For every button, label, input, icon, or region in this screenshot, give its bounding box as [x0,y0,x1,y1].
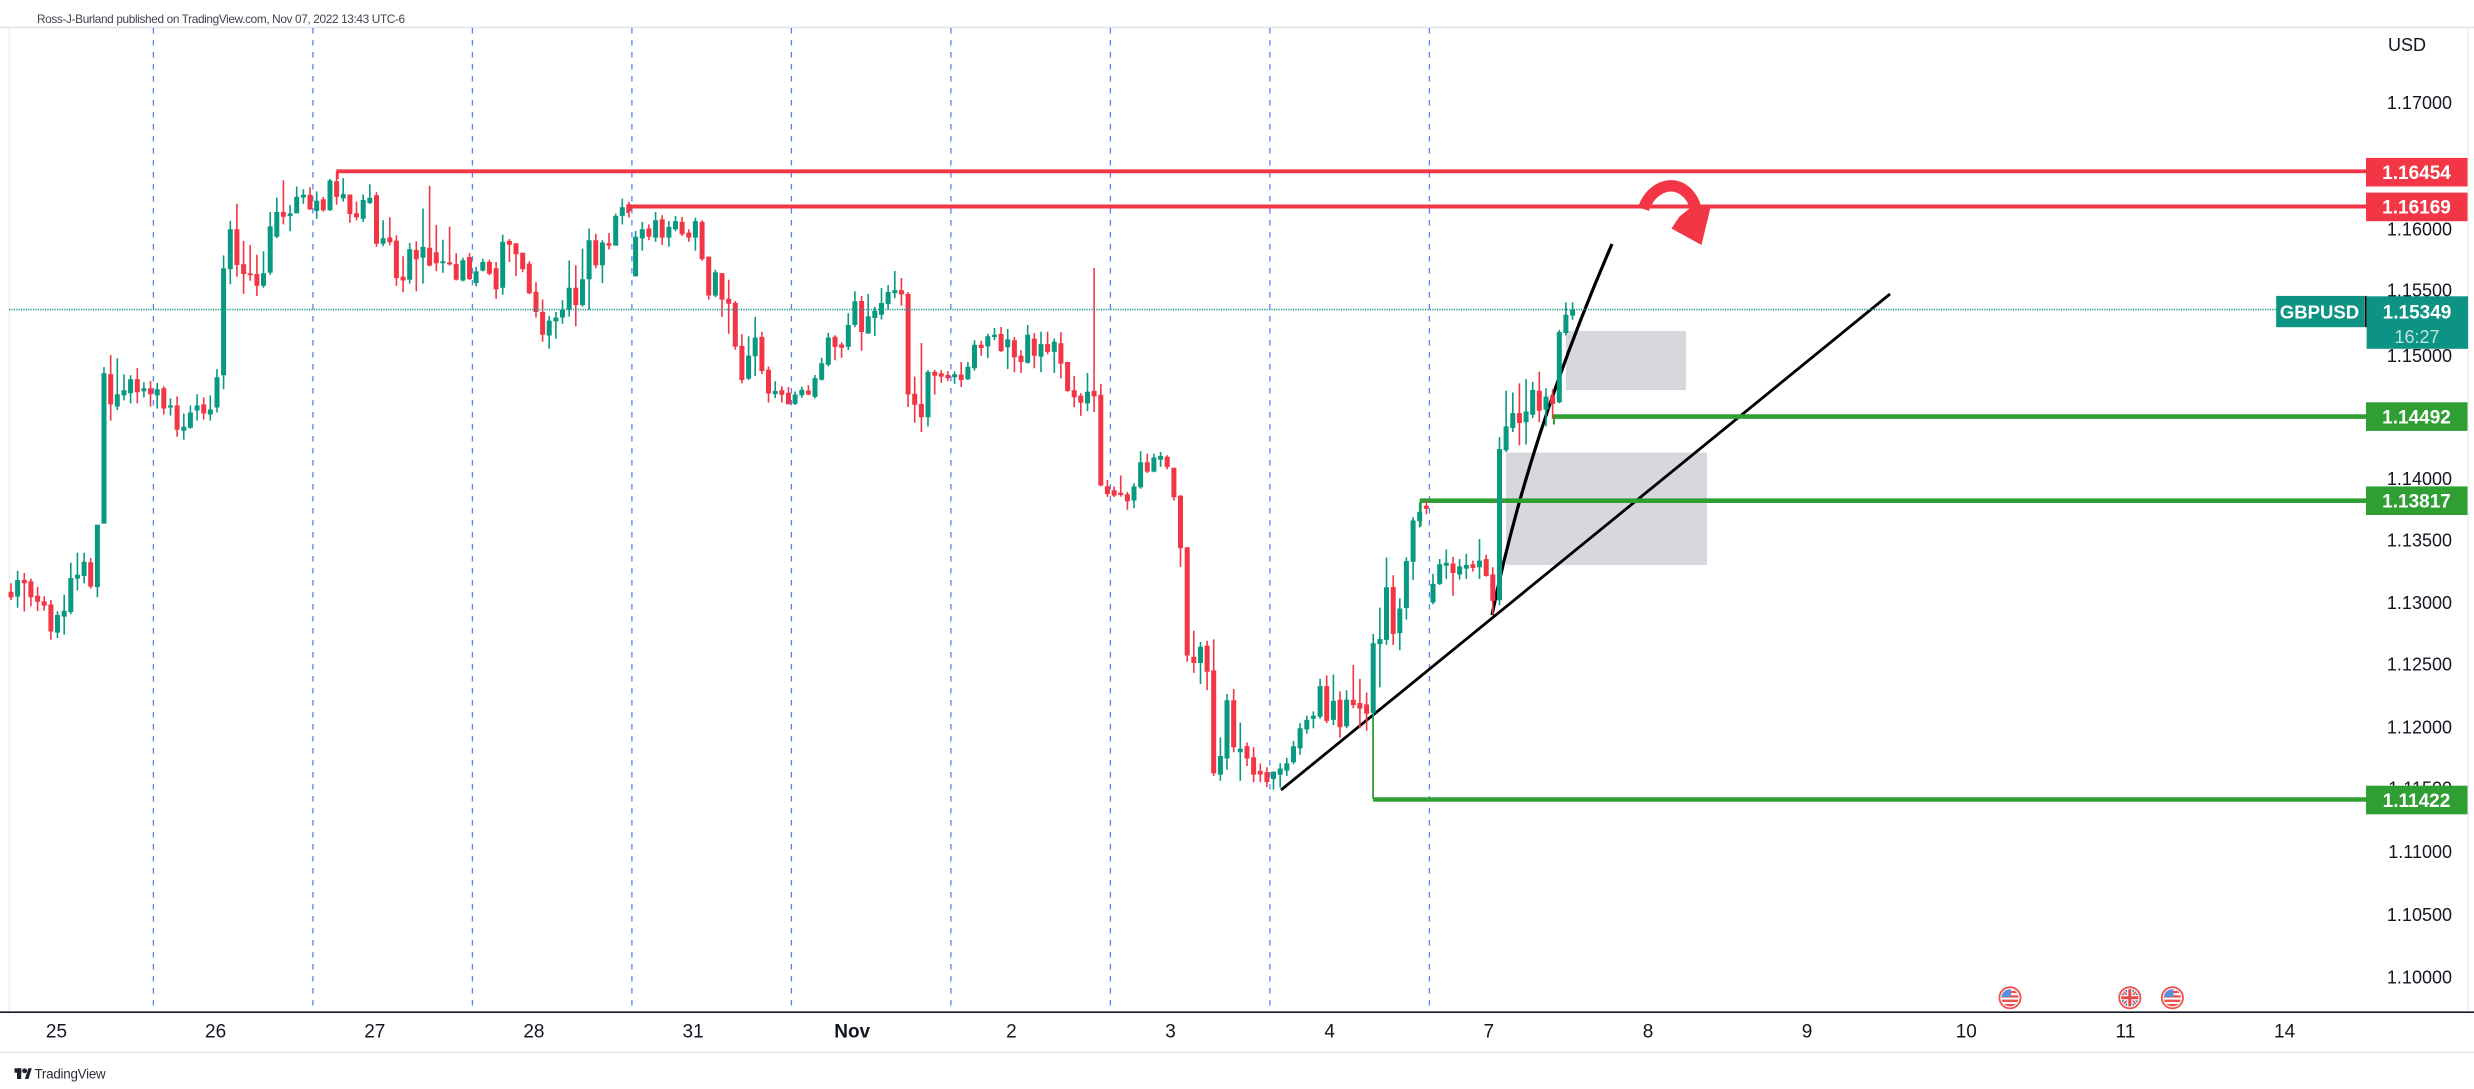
svg-text:1.14000: 1.14000 [2387,469,2452,489]
svg-text:9: 9 [1802,1022,1813,1043]
svg-text:14: 14 [2274,1022,2296,1043]
svg-text:25: 25 [46,1022,67,1043]
svg-text:26: 26 [205,1022,226,1043]
svg-text:31: 31 [683,1022,704,1043]
svg-text:1.16169: 1.16169 [2382,198,2451,219]
svg-text:27: 27 [364,1022,385,1043]
svg-text:1.12500: 1.12500 [2387,655,2452,675]
svg-text:1.14492: 1.14492 [2382,407,2451,428]
svg-text:1.11000: 1.11000 [2388,842,2452,862]
svg-text:1.11422: 1.11422 [2383,791,2451,812]
svg-text:4: 4 [1324,1022,1335,1043]
svg-text:7: 7 [1484,1022,1495,1043]
svg-text:16:27: 16:27 [2394,327,2439,347]
svg-text:11: 11 [2116,1022,2136,1043]
svg-text:TradingView: TradingView [35,1066,107,1081]
svg-text:Nov: Nov [834,1022,870,1043]
svg-text:10: 10 [1956,1022,1977,1043]
svg-text:1.10500: 1.10500 [2387,905,2452,925]
svg-text:1.15500: 1.15500 [2387,281,2452,301]
svg-text:1.12000: 1.12000 [2387,717,2452,737]
svg-text:8: 8 [1643,1022,1654,1043]
svg-text:1.16000: 1.16000 [2387,220,2452,240]
svg-text:USD: USD [2388,35,2426,55]
svg-text:3: 3 [1165,1022,1176,1043]
svg-text:1.15349: 1.15349 [2383,303,2452,324]
svg-text:28: 28 [523,1022,544,1043]
svg-text:GBPUSD: GBPUSD [2280,302,2359,323]
svg-text:1.13817: 1.13817 [2382,492,2451,513]
svg-text:1.10000: 1.10000 [2387,967,2452,987]
svg-text:1.16454: 1.16454 [2382,163,2451,184]
svg-text:2: 2 [1006,1022,1017,1043]
svg-text:1.13000: 1.13000 [2387,593,2452,613]
svg-text:1.17000: 1.17000 [2387,93,2452,113]
svg-text:1.15000: 1.15000 [2387,346,2452,366]
svg-text:Ross-J-Burland published on Tr: Ross-J-Burland published on TradingView.… [37,12,406,26]
svg-text:1.13500: 1.13500 [2387,531,2452,551]
